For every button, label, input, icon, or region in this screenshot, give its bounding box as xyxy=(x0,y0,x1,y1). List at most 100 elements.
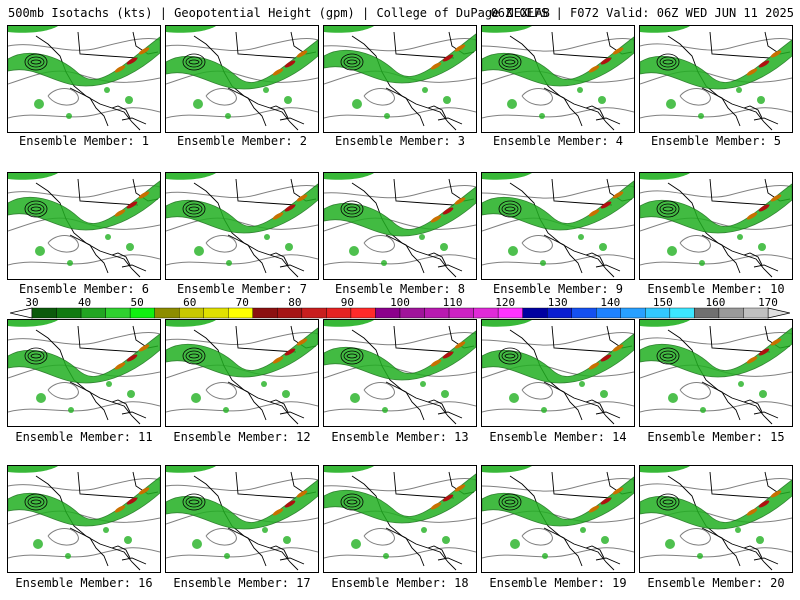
wind-blob xyxy=(666,99,676,109)
jet-core xyxy=(612,191,624,199)
colorbar-swatch xyxy=(228,307,253,319)
coastline xyxy=(427,105,447,119)
colorbar-tick-label: 170 xyxy=(758,296,778,309)
colorbar-swatch xyxy=(105,307,131,319)
ensemble-member-caption: Ensemble Member: 1 xyxy=(18,134,150,148)
jet-core xyxy=(284,500,296,508)
map-plot xyxy=(640,320,792,425)
ensemble-member-caption: Ensemble Member: 10 xyxy=(647,282,785,296)
height-contour xyxy=(205,382,237,400)
coastline xyxy=(269,399,289,413)
wind-blob xyxy=(68,407,74,413)
jet-core xyxy=(588,505,600,513)
closed-low-contour xyxy=(343,56,361,68)
coastline xyxy=(227,381,267,421)
height-contour xyxy=(482,477,634,492)
map-plot xyxy=(8,26,160,131)
ensemble-member-map xyxy=(323,319,477,427)
colorbar-arrow-left xyxy=(10,307,33,319)
coastline xyxy=(227,527,267,567)
coastline xyxy=(543,234,583,274)
wind-blob xyxy=(700,407,706,413)
height-contour xyxy=(324,217,476,232)
coastline xyxy=(269,252,289,266)
height-contour xyxy=(640,510,792,525)
ensemble-member-caption: Ensemble Member: 15 xyxy=(647,430,785,444)
jet-core xyxy=(454,44,466,52)
closed-low-contour xyxy=(182,53,206,71)
closed-low-contour xyxy=(659,350,677,362)
jet-core xyxy=(454,341,466,349)
height-contour xyxy=(47,528,79,546)
jet-core xyxy=(272,68,284,76)
jet-core xyxy=(284,348,296,356)
wind-blob xyxy=(442,536,450,544)
closed-low-contour xyxy=(501,496,519,508)
closed-low-contour xyxy=(659,496,677,508)
map-plot xyxy=(482,173,634,278)
ensemble-member-map xyxy=(639,25,793,133)
wind-blob xyxy=(263,87,269,93)
height-contour xyxy=(47,88,79,106)
ensemble-member-caption: Ensemble Member: 4 xyxy=(492,134,624,148)
coastline xyxy=(427,252,447,266)
wind-blob xyxy=(697,553,703,559)
height-contour xyxy=(679,528,711,546)
coastline xyxy=(701,87,741,127)
jet-stream-band xyxy=(166,320,216,327)
colorbar-swatch xyxy=(56,307,82,319)
closed-low-contour xyxy=(498,200,522,218)
jet-stream-band xyxy=(482,173,532,180)
wind-blob xyxy=(758,243,766,251)
ensemble-member-caption: Ensemble Member: 6 xyxy=(18,282,150,296)
jet-core xyxy=(126,497,138,505)
jet-stream-band xyxy=(482,36,634,87)
jet-core xyxy=(442,351,454,359)
ensemble-member-caption: Ensemble Member: 18 xyxy=(331,576,469,590)
coastline xyxy=(753,264,779,272)
height-contour xyxy=(47,235,79,253)
height-contour xyxy=(521,88,553,106)
jet-stream-band xyxy=(324,320,374,327)
height-contour xyxy=(166,331,318,345)
wind-blob xyxy=(384,113,390,119)
jet-core xyxy=(442,207,454,215)
jet-stream-band xyxy=(324,466,374,473)
wind-blob xyxy=(539,113,545,119)
coastline xyxy=(437,411,463,419)
wind-blob xyxy=(36,393,46,403)
map-plot xyxy=(166,320,318,425)
height-contour xyxy=(482,184,634,199)
wind-blob xyxy=(124,536,132,544)
ensemble-member-map xyxy=(481,25,635,133)
height-contour xyxy=(8,477,160,491)
jet-stream-band xyxy=(640,320,690,327)
closed-low-contour xyxy=(343,203,361,215)
colorbar-tick-label: 120 xyxy=(495,296,516,309)
closed-low-contour xyxy=(182,200,206,218)
coastline xyxy=(709,325,771,353)
height-contour xyxy=(521,235,553,253)
closed-low-contour xyxy=(27,350,45,362)
ensemble-member-caption: Ensemble Member: 8 xyxy=(334,282,466,296)
colorbar-tick-label: 150 xyxy=(652,296,673,309)
ensemble-member-map xyxy=(7,319,161,427)
jet-core xyxy=(126,57,138,65)
jet-core xyxy=(430,62,442,70)
colorbar-swatch xyxy=(694,307,720,319)
ensemble-member-map xyxy=(323,172,477,280)
jet-core xyxy=(758,500,770,508)
jet-core xyxy=(442,54,454,62)
closed-low-contour xyxy=(504,59,516,65)
jet-core xyxy=(430,215,442,223)
closed-low-contour xyxy=(346,353,358,359)
ensemble-member-caption: Ensemble Member: 3 xyxy=(334,134,466,148)
coastline xyxy=(709,471,771,499)
height-contour xyxy=(521,382,553,400)
wind-blob xyxy=(381,260,387,266)
height-contour xyxy=(8,254,160,266)
ensemble-member-map xyxy=(639,465,793,573)
ensemble-member-map xyxy=(165,25,319,133)
wind-blob xyxy=(699,260,705,266)
height-contour xyxy=(8,364,160,379)
